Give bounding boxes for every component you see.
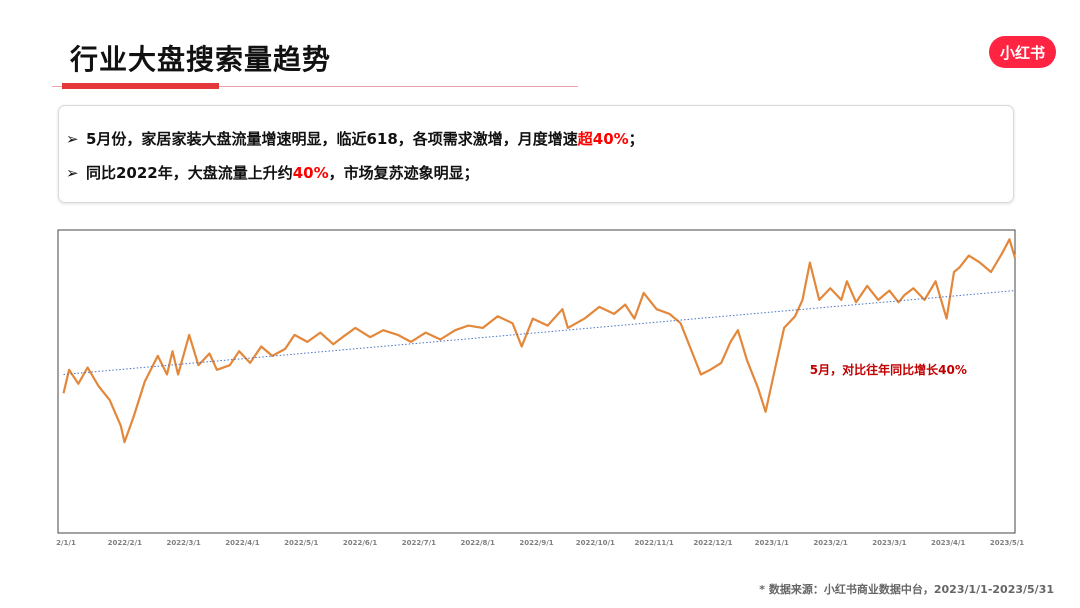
x-tick-label: 2022/4/1 bbox=[225, 539, 259, 547]
x-tick-label: 2022/6/1 bbox=[343, 539, 377, 547]
growth-annotation: 5月，对比往年同比增长40% bbox=[810, 362, 967, 377]
brand-logo-text: 小红书 bbox=[999, 43, 1045, 62]
x-tick-label: 2023/3/1 bbox=[872, 539, 906, 547]
x-tick-label: 2022/11/1 bbox=[635, 539, 674, 547]
x-tick-label: 2022/7/1 bbox=[402, 539, 436, 547]
x-tick-label: 2022/8/1 bbox=[461, 539, 495, 547]
x-tick-label: 2/1/1 bbox=[56, 539, 76, 547]
x-tick-label: 2022/10/1 bbox=[576, 539, 615, 547]
summary-box bbox=[58, 105, 1014, 203]
brand-logo: 小红书 bbox=[989, 36, 1056, 68]
data-source-footnote: * 数据来源：小红书商业数据中台，2023/1/1-2023/5/31 bbox=[759, 583, 1054, 596]
highlight-text: 超40% bbox=[577, 130, 629, 148]
bullet-arrow-icon: ➢ bbox=[66, 164, 79, 182]
x-tick-label: 2022/2/1 bbox=[108, 539, 142, 547]
summary-bullet: ➢ 5月份，家居家装大盘流量增速明显，临近618，各项需求激增，月度增速超40%； bbox=[66, 128, 644, 149]
search-volume-line bbox=[62, 238, 1017, 444]
summary-bullet: ➢ 同比2022年，大盘流量上升约40%，市场复苏迹象明显； bbox=[66, 162, 479, 183]
x-tick-label: 2023/2/1 bbox=[813, 539, 847, 547]
bullet-text: 5月份，家居家装大盘流量增速明显，临近618，各项需求激增，月度增速 bbox=[86, 130, 578, 148]
x-tick-label: 2022/9/1 bbox=[519, 539, 553, 547]
bullet-arrow-icon: ➢ bbox=[66, 130, 79, 148]
title-accent-bar bbox=[62, 83, 219, 89]
x-tick-label: 2022/5/1 bbox=[284, 539, 318, 547]
title-underline bbox=[52, 86, 578, 87]
bullet-text: ； bbox=[628, 130, 644, 148]
trend-line bbox=[63, 290, 1016, 375]
plot-area bbox=[57, 229, 1016, 534]
page-title: 行业大盘搜索量趋势 bbox=[70, 43, 332, 76]
x-tick-label: 2022/3/1 bbox=[166, 539, 200, 547]
x-tick-label: 2023/5/1 bbox=[990, 539, 1024, 547]
bullet-text: 同比2022年，大盘流量上升约 bbox=[86, 164, 293, 182]
x-tick-label: 2023/4/1 bbox=[931, 539, 965, 547]
x-tick-label: 2023/1/1 bbox=[755, 539, 789, 547]
bullet-text: ，市场复苏迹象明显； bbox=[328, 164, 479, 182]
highlight-text: 40% bbox=[292, 164, 329, 182]
x-tick-label: 2022/12/1 bbox=[693, 539, 732, 547]
